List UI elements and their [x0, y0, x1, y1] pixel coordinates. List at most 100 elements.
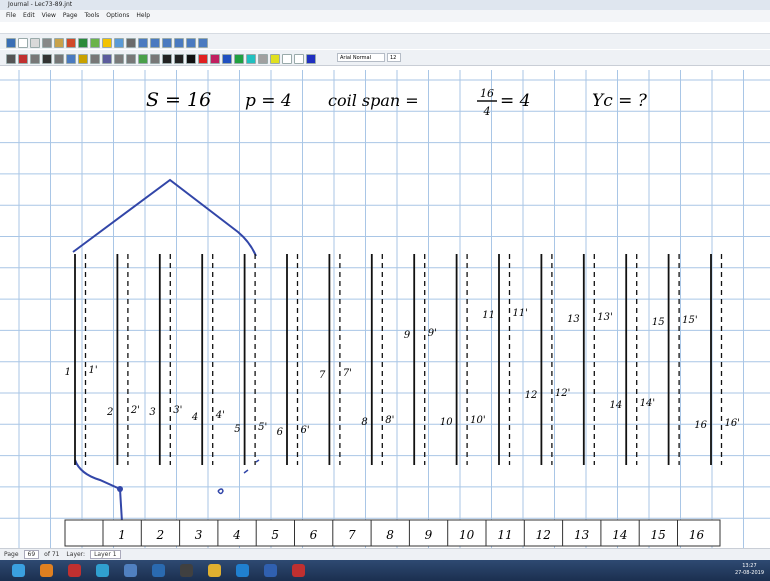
title-bar: Journal - Lec73-89.jnt [0, 0, 770, 10]
segment-label: 16 [689, 528, 705, 542]
pen-tool[interactable] [6, 54, 16, 64]
menu-item[interactable]: Tools [84, 12, 99, 19]
conductor-dash-label: 9' [428, 328, 437, 339]
conductor-label: 6 [277, 427, 284, 438]
pen-tool[interactable] [30, 54, 40, 64]
conductor-label: 7 [319, 370, 326, 381]
conductor-dash-label: 7' [343, 368, 352, 379]
tool-button[interactable] [90, 38, 100, 48]
tool-button[interactable] [66, 38, 76, 48]
note-denominator: 4 [483, 105, 491, 118]
menu-bar: File Edit View Page Tools Options Help [0, 10, 770, 22]
taskbar-icon[interactable] [292, 564, 305, 577]
conductor-dash-label: 3' [173, 405, 182, 416]
tool-button[interactable] [102, 38, 112, 48]
note-coil-span: coil span = [328, 91, 419, 110]
pen-tool[interactable] [234, 54, 244, 64]
conductor-label: 12 [525, 390, 538, 401]
tool-button[interactable] [6, 38, 16, 48]
conductor-label: 8 [361, 417, 367, 428]
pen-tool[interactable] [90, 54, 100, 64]
tool-button[interactable] [30, 38, 40, 48]
pen-tool[interactable] [294, 54, 304, 64]
conductor-dash-label: 11' [513, 308, 528, 319]
pen-tool[interactable] [258, 54, 268, 64]
menu-item[interactable]: Edit [23, 12, 35, 19]
segment-label: 12 [536, 528, 551, 542]
conductor-dash-label: 2' [130, 405, 140, 416]
pen-tool[interactable] [18, 54, 28, 64]
tool-button[interactable] [126, 38, 136, 48]
layer-select[interactable]: Layer 1 [90, 550, 120, 559]
font-size-box[interactable]: 12 [387, 53, 401, 62]
pen-tool[interactable] [138, 54, 148, 64]
note-s: S = 16 [146, 89, 211, 111]
tool-button[interactable] [174, 38, 184, 48]
page-number[interactable]: 69 [24, 550, 40, 559]
taskbar-icon[interactable] [40, 564, 53, 577]
tool-button[interactable] [78, 38, 88, 48]
taskbar-icon[interactable] [68, 564, 81, 577]
pen-tool[interactable] [186, 54, 196, 64]
pen-tool[interactable] [210, 54, 220, 64]
pen-tool[interactable] [306, 54, 316, 64]
tool-button[interactable] [42, 38, 52, 48]
taskbar-icon[interactable] [124, 564, 137, 577]
conductor-dash-label: 1' [89, 365, 98, 376]
pen-tool[interactable] [66, 54, 76, 64]
note-numerator: 16 [480, 87, 494, 100]
taskbar-icon[interactable] [236, 564, 249, 577]
taskbar-icon[interactable] [96, 564, 109, 577]
conductor-dash-label: 15' [682, 315, 697, 326]
segment-label: 5 [271, 528, 279, 542]
taskbar-icon[interactable] [264, 564, 277, 577]
pen-tool[interactable] [78, 54, 88, 64]
pen-tool[interactable] [126, 54, 136, 64]
tool-button[interactable] [114, 38, 124, 48]
segment-label: 10 [459, 528, 475, 542]
pen-tool[interactable] [282, 54, 292, 64]
note-canvas: S = 16 p = 4 coil span = 16 4 = 4 Yc = ?… [0, 70, 770, 548]
taskbar-icon[interactable] [152, 564, 165, 577]
tool-button[interactable] [138, 38, 148, 48]
tool-button[interactable] [162, 38, 172, 48]
menu-item[interactable]: Page [63, 12, 78, 19]
pen-tool[interactable] [222, 54, 232, 64]
menu-item[interactable]: File [6, 12, 16, 19]
pen-tool[interactable] [246, 54, 256, 64]
tool-button[interactable] [18, 38, 28, 48]
pen-tool[interactable] [162, 54, 172, 64]
segment-label: 15 [651, 528, 666, 542]
conductor-label: 16 [694, 420, 707, 431]
window-title: Journal - Lec73-89.jnt [8, 1, 72, 8]
layer-label: Layer: [66, 551, 85, 558]
conductor-label: 14 [609, 400, 622, 411]
connection-dot [117, 486, 123, 492]
conductor-label: 11 [482, 310, 495, 321]
taskbar-icon[interactable] [180, 564, 193, 577]
segment-label: 13 [574, 528, 590, 542]
taskbar-icon[interactable] [12, 564, 25, 577]
menu-item[interactable]: View [42, 12, 56, 19]
note-yc: Yc = ? [592, 91, 648, 111]
conductor-dash-label: 14' [640, 398, 655, 409]
tool-button[interactable] [186, 38, 196, 48]
menu-item[interactable]: Options [106, 12, 129, 19]
conductor-label: 10 [440, 417, 453, 428]
pen-tool[interactable] [150, 54, 160, 64]
pen-tool[interactable] [174, 54, 184, 64]
font-name-box[interactable]: Arial Normal [337, 53, 385, 62]
pen-tool[interactable] [114, 54, 124, 64]
pen-tool[interactable] [42, 54, 52, 64]
pen-tool[interactable] [54, 54, 64, 64]
tool-button[interactable] [54, 38, 64, 48]
menu-item[interactable]: Help [136, 12, 150, 19]
pen-tool[interactable] [198, 54, 208, 64]
pen-tool[interactable] [270, 54, 280, 64]
pen-tool[interactable] [102, 54, 112, 64]
tool-button[interactable] [150, 38, 160, 48]
taskbar-icon[interactable] [208, 564, 221, 577]
tool-button[interactable] [198, 38, 208, 48]
